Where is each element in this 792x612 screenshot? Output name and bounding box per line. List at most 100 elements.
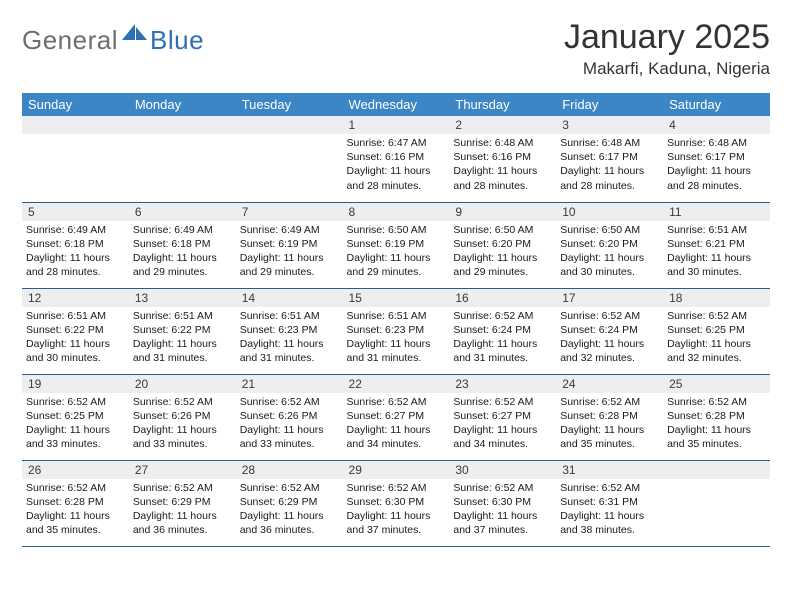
daylight-line: Daylight: 11 hours and 34 minutes. (453, 423, 552, 451)
calendar-day-empty (663, 460, 770, 546)
day-content: Sunrise: 6:52 AMSunset: 6:30 PMDaylight:… (449, 479, 556, 542)
calendar-week: 12Sunrise: 6:51 AMSunset: 6:22 PMDayligh… (22, 288, 770, 374)
day-number: 1 (343, 116, 450, 134)
sunrise-line: Sunrise: 6:52 AM (240, 481, 339, 495)
sunset-line: Sunset: 6:22 PM (133, 323, 232, 337)
calendar-day: 28Sunrise: 6:52 AMSunset: 6:29 PMDayligh… (236, 460, 343, 546)
day-content: Sunrise: 6:52 AMSunset: 6:27 PMDaylight:… (343, 393, 450, 456)
dow-wednesday: Wednesday (343, 93, 450, 116)
day-number: 30 (449, 461, 556, 479)
sunrise-line: Sunrise: 6:50 AM (347, 223, 446, 237)
sunset-line: Sunset: 6:30 PM (453, 495, 552, 509)
daylight-line: Daylight: 11 hours and 29 minutes. (240, 251, 339, 279)
logo-text-general: General (22, 25, 118, 56)
daylight-line: Daylight: 11 hours and 31 minutes. (133, 337, 232, 365)
sunrise-line: Sunrise: 6:51 AM (667, 223, 766, 237)
day-content: Sunrise: 6:52 AMSunset: 6:29 PMDaylight:… (236, 479, 343, 542)
sunrise-line: Sunrise: 6:52 AM (347, 481, 446, 495)
day-content: Sunrise: 6:52 AMSunset: 6:25 PMDaylight:… (22, 393, 129, 456)
sunrise-line: Sunrise: 6:52 AM (26, 481, 125, 495)
calendar-day: 9Sunrise: 6:50 AMSunset: 6:20 PMDaylight… (449, 202, 556, 288)
daylight-line: Daylight: 11 hours and 33 minutes. (26, 423, 125, 451)
sunset-line: Sunset: 6:16 PM (453, 150, 552, 164)
day-content: Sunrise: 6:51 AMSunset: 6:23 PMDaylight:… (343, 307, 450, 370)
sunset-line: Sunset: 6:23 PM (347, 323, 446, 337)
day-number: 8 (343, 203, 450, 221)
dow-thursday: Thursday (449, 93, 556, 116)
calendar-day: 7Sunrise: 6:49 AMSunset: 6:19 PMDaylight… (236, 202, 343, 288)
calendar-day: 10Sunrise: 6:50 AMSunset: 6:20 PMDayligh… (556, 202, 663, 288)
sunrise-line: Sunrise: 6:52 AM (26, 395, 125, 409)
sunset-line: Sunset: 6:17 PM (667, 150, 766, 164)
calendar-day: 21Sunrise: 6:52 AMSunset: 6:26 PMDayligh… (236, 374, 343, 460)
day-content: Sunrise: 6:50 AMSunset: 6:20 PMDaylight:… (556, 221, 663, 284)
calendar-day: 5Sunrise: 6:49 AMSunset: 6:18 PMDaylight… (22, 202, 129, 288)
day-number: 31 (556, 461, 663, 479)
day-content: Sunrise: 6:52 AMSunset: 6:26 PMDaylight:… (236, 393, 343, 456)
sunrise-line: Sunrise: 6:49 AM (26, 223, 125, 237)
day-number: 6 (129, 203, 236, 221)
day-number: 5 (22, 203, 129, 221)
daylight-line: Daylight: 11 hours and 34 minutes. (347, 423, 446, 451)
sunrise-line: Sunrise: 6:52 AM (453, 395, 552, 409)
day-content: Sunrise: 6:48 AMSunset: 6:16 PMDaylight:… (449, 134, 556, 197)
sunrise-line: Sunrise: 6:52 AM (453, 309, 552, 323)
daylight-line: Daylight: 11 hours and 35 minutes. (26, 509, 125, 537)
day-number: 26 (22, 461, 129, 479)
sunset-line: Sunset: 6:25 PM (667, 323, 766, 337)
day-content (129, 134, 236, 186)
sunrise-line: Sunrise: 6:48 AM (560, 136, 659, 150)
day-content: Sunrise: 6:52 AMSunset: 6:24 PMDaylight:… (449, 307, 556, 370)
daylight-line: Daylight: 11 hours and 28 minutes. (453, 164, 552, 192)
calendar-day-empty (129, 116, 236, 202)
sunset-line: Sunset: 6:28 PM (560, 409, 659, 423)
calendar-day: 3 Sunrise: 6:48 AMSunset: 6:17 PMDaylight… (556, 116, 663, 202)
day-number (129, 116, 236, 134)
daylight-line: Daylight: 11 hours and 31 minutes. (453, 337, 552, 365)
sunset-line: Sunset: 6:19 PM (347, 237, 446, 251)
sunrise-line: Sunrise: 6:52 AM (133, 395, 232, 409)
daylight-line: Daylight: 11 hours and 32 minutes. (667, 337, 766, 365)
daylight-line: Daylight: 11 hours and 30 minutes. (667, 251, 766, 279)
calendar-day: 22Sunrise: 6:52 AMSunset: 6:27 PMDayligh… (343, 374, 450, 460)
day-number: 4 (663, 116, 770, 134)
day-number: 3 (556, 116, 663, 134)
sunset-line: Sunset: 6:29 PM (240, 495, 339, 509)
calendar-day: 17Sunrise: 6:52 AMSunset: 6:24 PMDayligh… (556, 288, 663, 374)
day-content: Sunrise: 6:52 AMSunset: 6:25 PMDaylight:… (663, 307, 770, 370)
daylight-line: Daylight: 11 hours and 29 minutes. (133, 251, 232, 279)
sunrise-line: Sunrise: 6:52 AM (133, 481, 232, 495)
day-number: 21 (236, 375, 343, 393)
daylight-line: Daylight: 11 hours and 32 minutes. (560, 337, 659, 365)
sunrise-line: Sunrise: 6:52 AM (453, 481, 552, 495)
calendar-table: Sunday Monday Tuesday Wednesday Thursday… (22, 93, 770, 547)
sunset-line: Sunset: 6:20 PM (453, 237, 552, 251)
day-number: 18 (663, 289, 770, 307)
day-number: 17 (556, 289, 663, 307)
day-number: 16 (449, 289, 556, 307)
day-content (663, 479, 770, 531)
day-content: Sunrise: 6:48 AMSunset: 6:17 PMDaylight:… (663, 134, 770, 197)
day-content: Sunrise: 6:51 AMSunset: 6:23 PMDaylight:… (236, 307, 343, 370)
calendar-body: 1Sunrise: 6:47 AMSunset: 6:16 PMDaylight… (22, 116, 770, 546)
sunset-line: Sunset: 6:28 PM (667, 409, 766, 423)
dow-sunday: Sunday (22, 93, 129, 116)
calendar-day: 15Sunrise: 6:51 AMSunset: 6:23 PMDayligh… (343, 288, 450, 374)
day-number: 20 (129, 375, 236, 393)
day-number: 25 (663, 375, 770, 393)
logo-text-blue: Blue (150, 25, 204, 56)
daylight-line: Daylight: 11 hours and 29 minutes. (453, 251, 552, 279)
calendar-day: 19Sunrise: 6:52 AMSunset: 6:25 PMDayligh… (22, 374, 129, 460)
sunrise-line: Sunrise: 6:52 AM (560, 309, 659, 323)
calendar-day: 25Sunrise: 6:52 AMSunset: 6:28 PMDayligh… (663, 374, 770, 460)
sunset-line: Sunset: 6:17 PM (560, 150, 659, 164)
calendar-day: 2Sunrise: 6:48 AMSunset: 6:16 PMDaylight… (449, 116, 556, 202)
day-number: 10 (556, 203, 663, 221)
day-content: Sunrise: 6:52 AMSunset: 6:28 PMDaylight:… (556, 393, 663, 456)
daylight-line: Daylight: 11 hours and 31 minutes. (240, 337, 339, 365)
daylight-line: Daylight: 11 hours and 38 minutes. (560, 509, 659, 537)
sunrise-line: Sunrise: 6:52 AM (347, 395, 446, 409)
day-content: Sunrise: 6:52 AMSunset: 6:28 PMDaylight:… (22, 479, 129, 542)
daylight-line: Daylight: 11 hours and 28 minutes. (560, 164, 659, 192)
day-number (236, 116, 343, 134)
